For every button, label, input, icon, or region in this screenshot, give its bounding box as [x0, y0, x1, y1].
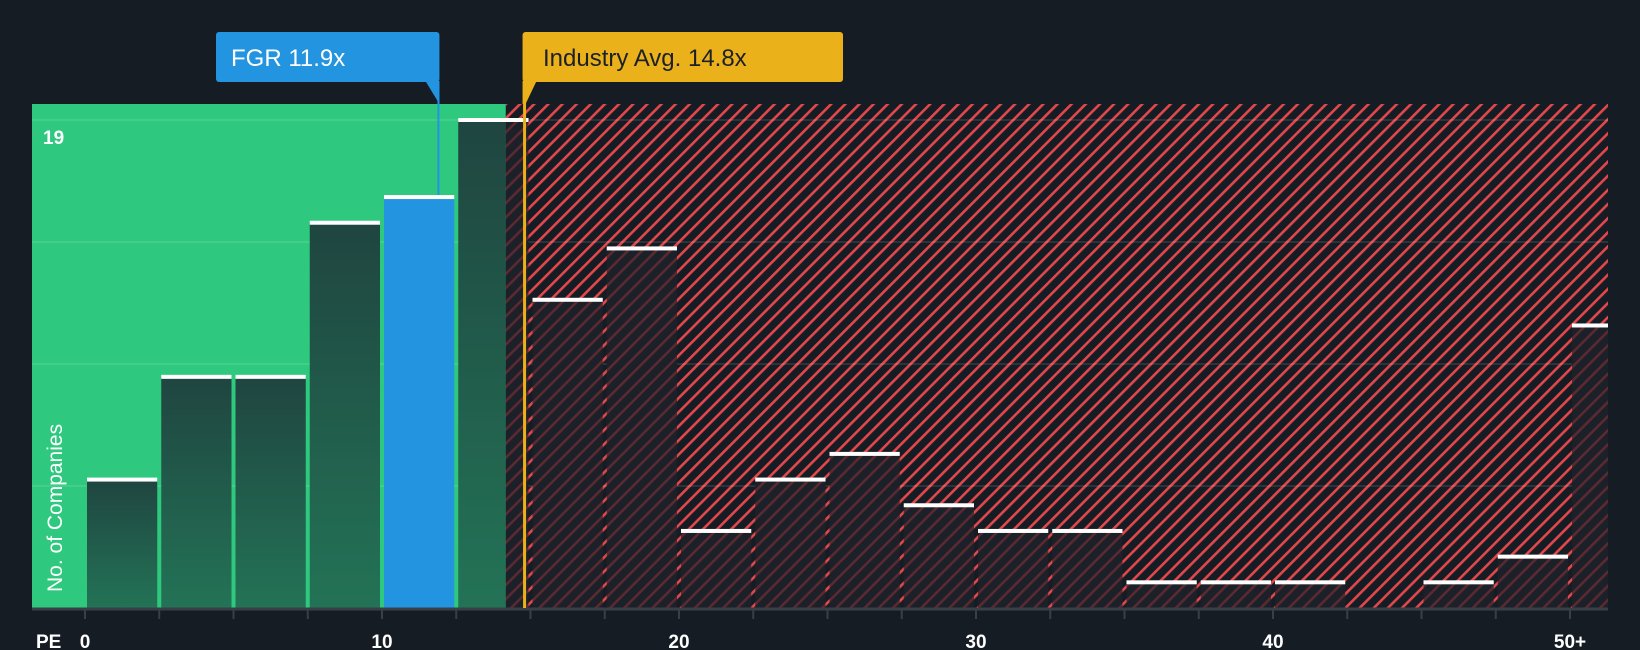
histogram-bar	[384, 195, 455, 609]
bar-cap	[681, 528, 752, 533]
histogram-bar	[829, 451, 900, 608]
bar-cap	[309, 220, 380, 225]
histogram-bar	[1052, 528, 1123, 608]
marker-callouts: FGR 11.9x Industry Avg. 14.8x	[216, 32, 843, 608]
histogram-bar	[1200, 580, 1271, 608]
histogram-bar	[235, 374, 306, 608]
histogram-bar	[681, 528, 752, 608]
histogram-bar	[755, 477, 826, 608]
bar-cap	[903, 503, 974, 508]
bar-cap	[1572, 323, 1608, 328]
x-axis-title: PE	[36, 632, 61, 650]
histogram-bar	[1275, 580, 1346, 608]
bar-cap	[87, 477, 158, 482]
bar-cap	[532, 297, 603, 302]
histogram-bar	[978, 528, 1049, 608]
histogram-bar	[532, 297, 603, 608]
bar-cap	[161, 374, 232, 379]
industry-avg-label-box	[522, 32, 843, 82]
bar-cap	[458, 118, 529, 122]
bar-cap	[384, 195, 455, 200]
y-max-label: 19	[43, 128, 64, 149]
bar-cap	[1423, 580, 1494, 585]
histogram-bar	[903, 503, 974, 608]
overvalued-zone	[505, 104, 1608, 608]
bar-cap	[829, 451, 900, 456]
bar-cap	[235, 374, 306, 379]
histogram-bar	[606, 246, 677, 608]
industry-avg-label-text: Industry Avg. 14.8x	[543, 45, 747, 72]
bar-cap	[1052, 528, 1123, 533]
x-tick-label: 50+	[1554, 632, 1586, 650]
bar-cap	[755, 477, 826, 482]
fgr-callout: FGR 11.9x	[216, 32, 440, 196]
histogram-bar	[1126, 580, 1197, 608]
histogram-bars	[87, 118, 1608, 609]
x-tick-label: 10	[371, 632, 392, 650]
histogram-bar	[1572, 323, 1608, 608]
fgr-pointer	[425, 81, 440, 104]
fgr-label-text: FGR 11.9x	[231, 45, 345, 72]
industry-avg-pointer	[522, 81, 537, 104]
y-axis-title: No. of Companies	[44, 424, 67, 592]
x-tick-label: 20	[668, 632, 689, 650]
zone-backgrounds	[32, 104, 1608, 608]
x-tick-label: 40	[1262, 632, 1283, 650]
histogram-bar	[161, 374, 232, 608]
fgr-label-box	[216, 32, 440, 82]
x-tick-label: 0	[80, 632, 91, 650]
histogram-bar	[1497, 554, 1568, 608]
bar-cap	[978, 528, 1049, 533]
bar-cap	[606, 246, 677, 251]
histogram-bar	[458, 118, 529, 608]
histogram-bar	[1423, 580, 1494, 608]
histogram-bar	[87, 477, 158, 608]
histogram-bar	[309, 220, 380, 608]
industry-avg-callout: Industry Avg. 14.8x	[522, 32, 843, 608]
x-axis: 0 10 20 30 40 50+	[32, 607, 1608, 650]
bar-cap	[1497, 554, 1568, 559]
bar-cap	[1126, 580, 1197, 585]
bar-cap	[1200, 580, 1271, 585]
x-tick-label: 30	[965, 632, 986, 650]
bar-cap	[1275, 580, 1346, 585]
